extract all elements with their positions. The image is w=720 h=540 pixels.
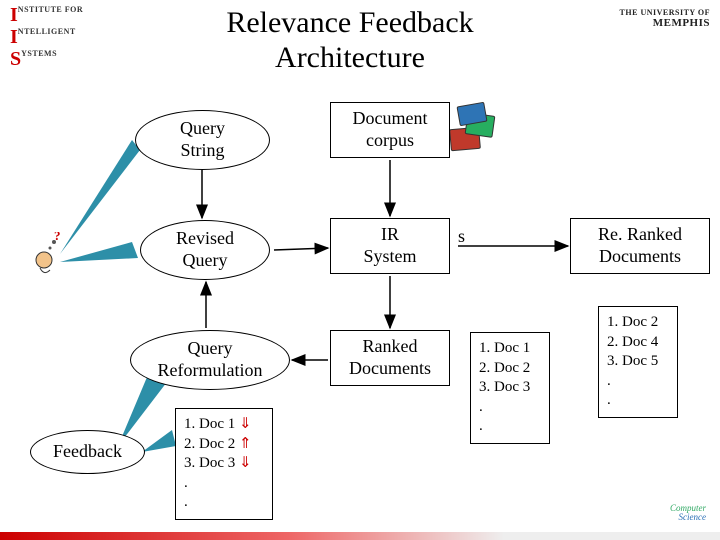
node-query-reform: QueryReformulation <box>130 330 290 390</box>
node-ir-system: IRSystem <box>330 218 450 274</box>
logo-memphis: THE UNIVERSITY OF MEMPHIS <box>590 4 710 29</box>
node-reranked: Re. RankedDocuments <box>570 218 710 274</box>
footer-bar <box>0 532 720 540</box>
books-icon <box>448 104 508 159</box>
svg-text:?: ? <box>54 232 61 243</box>
node-revised-query: RevisedQuery <box>140 220 270 280</box>
docbox-feedback: 1. Doc 1 2. Doc 2 3. Doc 3 . . <box>175 408 273 520</box>
node-ranked-docs: RankedDocuments <box>330 330 450 386</box>
cs-logo: Computer Science <box>670 504 706 522</box>
docbox-right: 1. Doc 22. Doc 43. Doc 5 . . <box>598 306 678 418</box>
person-icon: ? <box>30 232 66 276</box>
node-doc-corpus: Documentcorpus <box>330 102 450 158</box>
page-title: Relevance Feedback Architecture <box>110 4 590 75</box>
docbox-middle: 1. Doc 12. Doc 23. Doc 3 . . <box>470 332 550 444</box>
node-feedback: Feedback <box>30 430 145 474</box>
stray-letter: s <box>458 226 465 247</box>
node-query-string: QueryString <box>135 110 270 170</box>
diagram-area: ? QueryString Documentcorpus RevisedQuery I… <box>0 90 720 540</box>
logo-iis: INSTITUTE FOR INTELLIGENT SYSTEMS <box>10 4 110 70</box>
